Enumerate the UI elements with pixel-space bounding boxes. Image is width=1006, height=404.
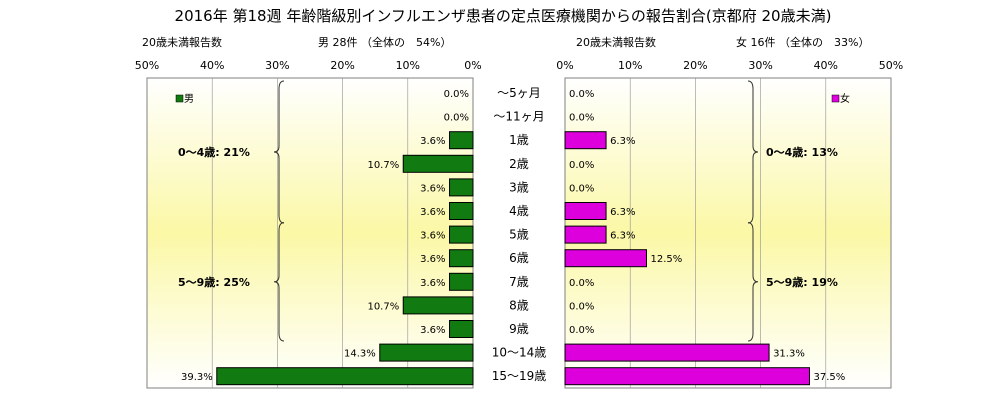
male-bar xyxy=(449,225,474,244)
category-label: 1歳 xyxy=(509,133,529,147)
male-data-label: 3.6% xyxy=(420,254,445,265)
male-data-label: 3.6% xyxy=(420,231,445,242)
male-age-group-brace xyxy=(273,222,285,342)
male-data-label: 39.3% xyxy=(181,372,213,383)
right-header-count-label: 20歳未満報告数 xyxy=(576,36,656,49)
male-bar xyxy=(449,131,474,150)
male-data-label: 3.6% xyxy=(420,325,445,336)
male-axis-ticks: 50% 40% 30% 20% 10% 0% xyxy=(135,59,482,72)
male-age-group-brace xyxy=(273,80,285,224)
male-data-label: 0.0% xyxy=(444,113,469,124)
male-data-label: 14.3% xyxy=(344,349,376,360)
male-bar xyxy=(449,249,474,268)
category-label: 4歳 xyxy=(509,204,529,218)
category-label: 2歳 xyxy=(509,157,529,171)
female-axis-ticks: 0% 10% 20% 30% 40% 50% xyxy=(556,59,903,72)
category-label: 〜5ヶ月 xyxy=(497,86,541,100)
female-data-label: 6.3% xyxy=(610,207,635,218)
male-plot-background xyxy=(146,77,474,389)
female-x-tick-label: 30% xyxy=(748,59,772,72)
category-label: 〜11ヶ月 xyxy=(493,110,544,124)
male-data-label: 10.7% xyxy=(367,301,399,312)
right-header-female-total: 女 16件 （全体の 33%） xyxy=(736,35,869,49)
male-x-tick-label: 30% xyxy=(265,59,289,72)
male-bar xyxy=(379,343,474,362)
male-bar xyxy=(216,367,474,386)
male-data-label: 3.6% xyxy=(420,183,445,194)
female-legend: 女 xyxy=(831,92,850,105)
female-bar xyxy=(564,367,810,386)
gridlines xyxy=(211,78,827,388)
male-x-tick-label: 20% xyxy=(330,59,354,72)
male-data-label: 3.6% xyxy=(420,136,445,147)
male-data-label: 3.6% xyxy=(420,207,445,218)
female-data-label: 31.3% xyxy=(773,349,805,360)
male-bar xyxy=(449,320,474,338)
female-data-label: 0.0% xyxy=(569,278,594,289)
female-bar xyxy=(564,225,607,244)
chart-title: 2016年 第18週 年齢階級別インフルエンザ患者の定点医療機関からの報告割合(… xyxy=(175,7,832,25)
female-data-label: 0.0% xyxy=(569,89,594,100)
female-data-label: 0.0% xyxy=(569,160,594,171)
category-labels: 〜5ヶ月〜11ヶ月 1歳 2歳 3歳 4歳 5歳 6歳 7歳 8歳 9歳 10〜14歳 15〜19歳 xyxy=(492,86,547,383)
category-label: 6歳 xyxy=(509,251,529,265)
category-label: 3歳 xyxy=(509,180,529,194)
age-group-braces: 0〜4歳: 21% 5〜9歳: 25% 0〜4歳: 13% 5〜9歳: 19% xyxy=(178,80,838,342)
female-bar xyxy=(564,131,607,150)
male-data-label: 10.7% xyxy=(367,160,399,171)
female-data-label: 6.3% xyxy=(610,231,635,242)
female-data-label: 12.5% xyxy=(651,254,683,265)
female-panel xyxy=(564,77,892,389)
left-header-count-label: 20歳未満報告数 xyxy=(142,36,222,49)
bars: 0.0% 0.0% 0.0% 0.0% 3.6% 6.3% 10.7% 0.0% 3.6% 0.0… xyxy=(181,89,846,386)
male-bar xyxy=(402,296,474,315)
category-label: 9歳 xyxy=(509,322,529,336)
female-data-label: 0.0% xyxy=(569,325,594,336)
left-header-male-total: 男 28件 （全体の 54%） xyxy=(318,35,451,49)
male-data-label: 3.6% xyxy=(420,278,445,289)
female-bar xyxy=(564,202,607,220)
female-legend-label: 女 xyxy=(840,92,850,105)
female-data-label: 0.0% xyxy=(569,113,594,124)
male-panel xyxy=(146,77,474,389)
male-bar xyxy=(449,202,474,220)
male-bar xyxy=(402,154,474,173)
female-x-tick-label: 40% xyxy=(814,59,838,72)
female-data-label: 37.5% xyxy=(814,372,846,383)
male-age-group-label: 0〜4歳: 21% xyxy=(178,145,250,159)
male-x-tick-label: 40% xyxy=(200,59,224,72)
female-x-tick-label: 0% xyxy=(556,59,573,72)
category-label: 10〜14歳 xyxy=(492,346,547,360)
male-data-label: 0.0% xyxy=(444,89,469,100)
female-legend-swatch xyxy=(831,94,840,103)
female-age-group-label: 5〜9歳: 19% xyxy=(766,275,838,289)
male-bar xyxy=(449,178,474,197)
category-label: 8歳 xyxy=(509,298,529,312)
female-bar xyxy=(564,249,647,268)
category-label: 15〜19歳 xyxy=(492,369,547,383)
female-age-group-label: 0〜4歳: 13% xyxy=(766,145,838,159)
female-data-label: 0.0% xyxy=(569,301,594,312)
female-bar xyxy=(564,343,770,362)
female-age-group-brace xyxy=(747,80,759,224)
female-x-tick-label: 50% xyxy=(879,59,903,72)
female-x-tick-label: 10% xyxy=(618,59,642,72)
category-label: 5歳 xyxy=(509,228,529,242)
male-age-group-label: 5〜9歳: 25% xyxy=(178,275,250,289)
male-legend-label: 男 xyxy=(184,93,194,105)
female-data-label: 0.0% xyxy=(569,183,594,194)
male-legend: 男 xyxy=(175,93,194,105)
female-data-label: 6.3% xyxy=(610,136,635,147)
category-label: 7歳 xyxy=(509,275,529,289)
male-bar xyxy=(449,272,474,291)
female-x-tick-label: 20% xyxy=(683,59,707,72)
male-x-tick-label: 50% xyxy=(135,59,159,72)
male-x-tick-label: 0% xyxy=(464,59,481,72)
female-age-group-brace xyxy=(747,222,759,342)
male-legend-swatch xyxy=(175,94,184,103)
female-plot-background xyxy=(564,77,892,389)
male-x-tick-label: 10% xyxy=(396,59,420,72)
